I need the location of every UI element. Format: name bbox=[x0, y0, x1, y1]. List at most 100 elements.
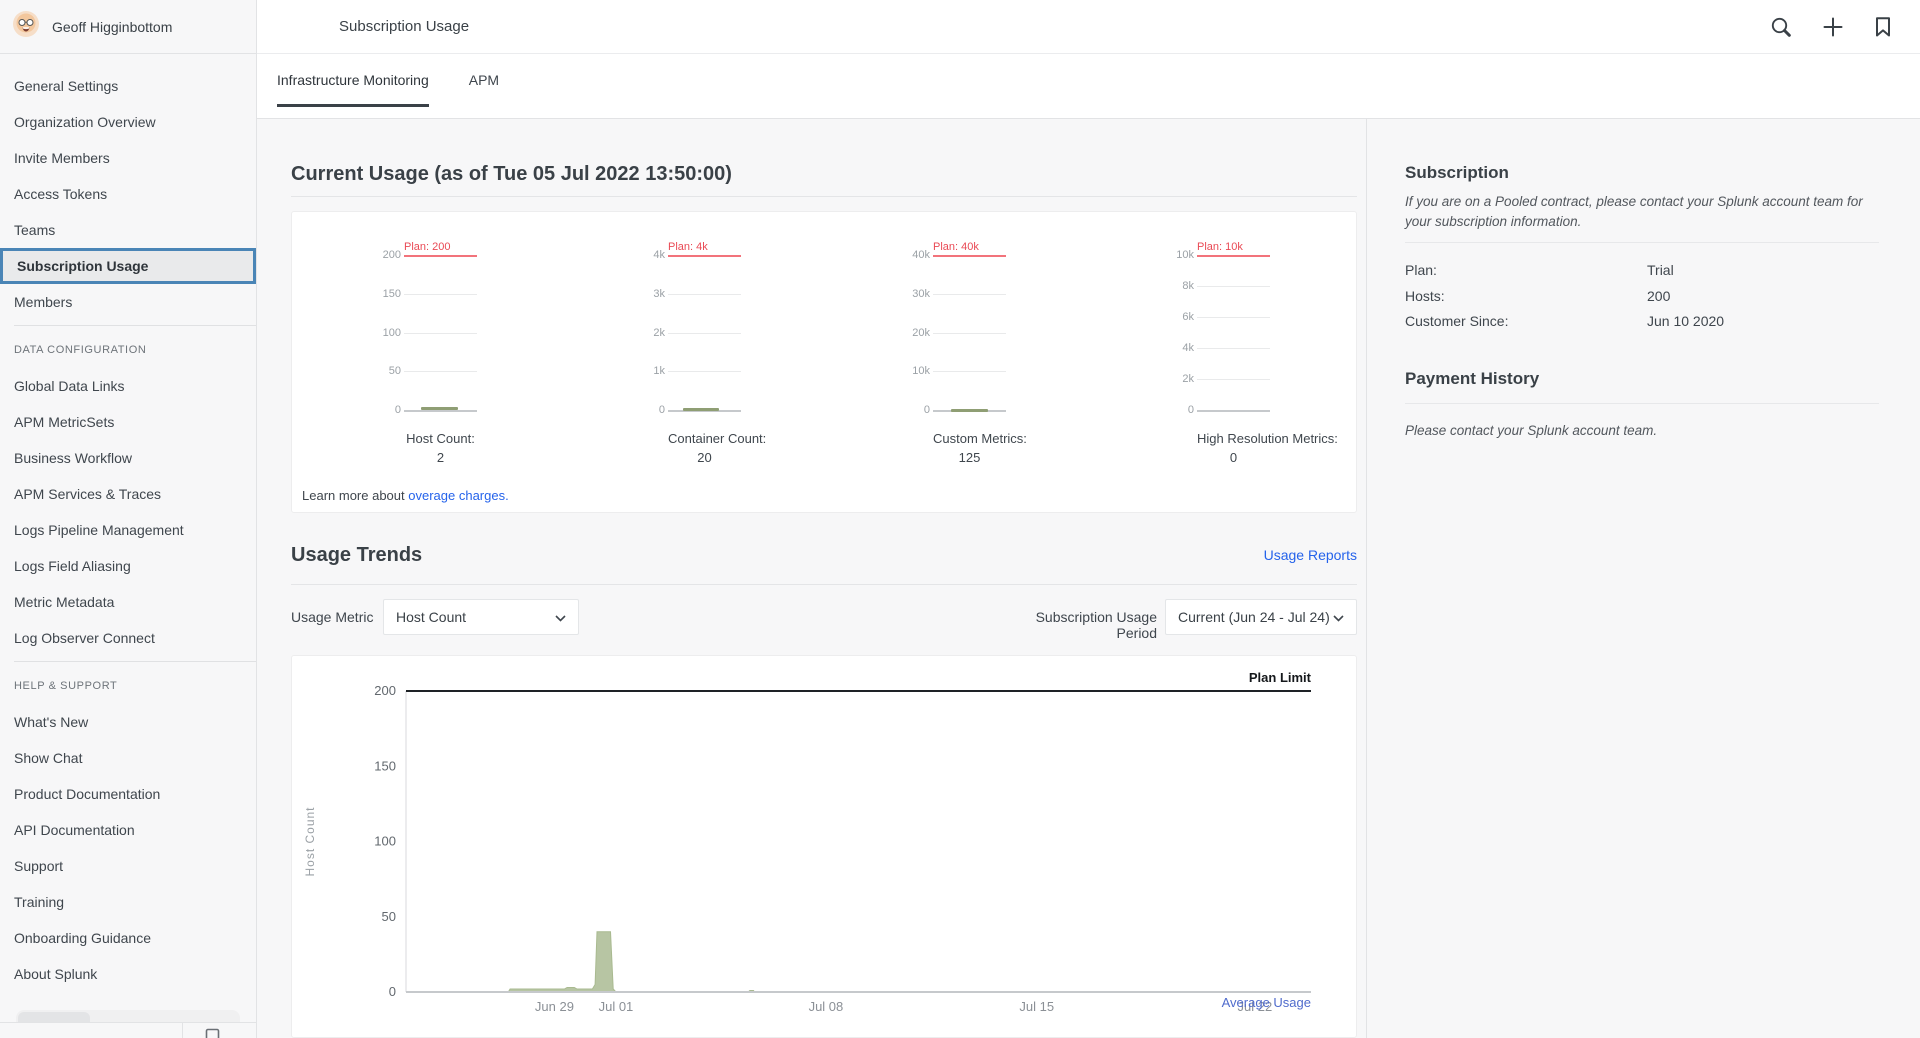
mini-chart-title: Host Count: bbox=[404, 431, 477, 446]
hosts-label: Hosts: bbox=[1405, 288, 1445, 304]
sidebar-item-what-s-new[interactable]: What's New bbox=[0, 704, 256, 740]
usage-sparkline bbox=[951, 409, 988, 412]
gridline bbox=[404, 294, 477, 295]
sidebar-item-members[interactable]: Members bbox=[0, 284, 256, 320]
mini-tick-label: 40k bbox=[890, 248, 930, 262]
sidebar-section-label-help-support: HELP & SUPPORT bbox=[0, 668, 256, 704]
sidebar-item-logs-field-aliasing[interactable]: Logs Field Aliasing bbox=[0, 548, 256, 584]
plan-label: Plan: 4k bbox=[668, 241, 708, 253]
mini-chart-value: 125 bbox=[933, 450, 1006, 465]
chevron-down-icon bbox=[1333, 609, 1344, 625]
mini-tick-label: 10k bbox=[1154, 248, 1194, 262]
usage-sparkline bbox=[683, 408, 720, 411]
mini-tick-label: 2k bbox=[1154, 372, 1194, 386]
y-axis-title: Host Count bbox=[303, 806, 317, 876]
payment-history-note: Please contact your Splunk account team. bbox=[1405, 421, 1657, 441]
main-content: Current Usage (as of Tue 05 Jul 2022 13:… bbox=[257, 119, 1366, 1038]
plan-label: Plan: 40k bbox=[933, 241, 979, 253]
usage-sparkline bbox=[421, 407, 458, 410]
gridline bbox=[668, 371, 741, 372]
usage-period-label: Subscription Usage Period bbox=[992, 609, 1157, 641]
usage-reports-link[interactable]: Usage Reports bbox=[291, 547, 1357, 563]
y-tick-label: 150 bbox=[374, 758, 396, 773]
sidebar-item-global-data-links[interactable]: Global Data Links bbox=[0, 368, 256, 404]
mini-chart-value: 20 bbox=[668, 450, 741, 465]
mini-chart-custom-metrics: Plan: 40k40k30k20k10k0Custom Metrics:125 bbox=[890, 212, 1006, 472]
mini-tick-label: 0 bbox=[625, 403, 665, 417]
header-actions bbox=[1770, 16, 1920, 38]
mini-tick-label: 4k bbox=[1154, 341, 1194, 355]
mini-tick-label: 2k bbox=[625, 326, 665, 340]
usage-metric-label: Usage Metric bbox=[291, 609, 373, 625]
mini-chart-title: Custom Metrics: bbox=[933, 431, 1006, 446]
sidebar-item-apm-services-traces[interactable]: APM Services & Traces bbox=[0, 476, 256, 512]
sidebar-item-support[interactable]: Support bbox=[0, 848, 256, 884]
sidebar-bottom-bar bbox=[0, 1022, 256, 1038]
mini-chart-title: Container Count: bbox=[668, 431, 741, 446]
gridline bbox=[1197, 348, 1270, 349]
sidebar-item-log-observer-connect[interactable]: Log Observer Connect bbox=[0, 620, 256, 656]
overage-charges-link[interactable]: overage charges. bbox=[408, 488, 508, 503]
gridline bbox=[404, 333, 477, 334]
dock-panel-icon[interactable] bbox=[205, 1028, 221, 1038]
x-tick-label: Jul 08 bbox=[809, 999, 844, 1014]
usage-metric-select[interactable]: Host Count bbox=[383, 599, 579, 635]
customer-since-label: Customer Since: bbox=[1405, 313, 1508, 329]
tab-apm[interactable]: APM bbox=[469, 54, 499, 107]
plan-limit-line bbox=[404, 255, 477, 257]
sidebar-item-subscription-usage[interactable]: Subscription Usage bbox=[0, 248, 256, 284]
mini-tick-label: 4k bbox=[625, 248, 665, 262]
mini-chart-title: High Resolution Metrics: bbox=[1197, 431, 1270, 446]
mini-tick-label: 20k bbox=[890, 326, 930, 340]
sidebar-divider bbox=[14, 325, 256, 326]
mini-tick-label: 100 bbox=[361, 326, 401, 340]
sidebar-item-organization-overview[interactable]: Organization Overview bbox=[0, 104, 256, 140]
sidebar-item-access-tokens[interactable]: Access Tokens bbox=[0, 176, 256, 212]
tab-bar: Infrastructure Monitoring APM bbox=[257, 54, 1920, 119]
sidebar-item-about-splunk[interactable]: About Splunk bbox=[0, 956, 256, 992]
bookmark-icon[interactable] bbox=[1874, 16, 1892, 38]
x-tick-label: Jun 29 bbox=[535, 999, 574, 1014]
sidebar-item-product-documentation[interactable]: Product Documentation bbox=[0, 776, 256, 812]
add-icon[interactable] bbox=[1822, 16, 1844, 38]
mini-tick-label: 30k bbox=[890, 287, 930, 301]
chevron-down-icon bbox=[555, 609, 566, 625]
sidebar-item-api-documentation[interactable]: API Documentation bbox=[0, 812, 256, 848]
mini-chart-high-resolution-metrics: Plan: 10k10k8k6k4k2k0High Resolution Met… bbox=[1154, 212, 1270, 472]
hosts-row: Hosts: 200 bbox=[1405, 283, 1879, 309]
gridline bbox=[933, 294, 1006, 295]
sidebar-item-metric-metadata[interactable]: Metric Metadata bbox=[0, 584, 256, 620]
gridline bbox=[668, 294, 741, 295]
user-profile[interactable]: Geoff Higginbottom bbox=[0, 0, 256, 54]
sidebar-item-logs-pipeline-management[interactable]: Logs Pipeline Management bbox=[0, 512, 256, 548]
zero-baseline bbox=[404, 410, 477, 412]
mini-tick-label: 10k bbox=[890, 364, 930, 378]
mini-chart-value: 2 bbox=[404, 450, 477, 465]
sidebar-item-onboarding-guidance[interactable]: Onboarding Guidance bbox=[0, 920, 256, 956]
usage-period-value: Current (Jun 24 - Jul 24) bbox=[1178, 609, 1330, 625]
sidebar-item-apm-metricsets[interactable]: APM MetricSets bbox=[0, 404, 256, 440]
plan-label: Plan: 200 bbox=[404, 241, 450, 253]
search-icon[interactable] bbox=[1770, 16, 1792, 38]
sidebar-item-training[interactable]: Training bbox=[0, 884, 256, 920]
mini-chart-container-count: Plan: 4k4k3k2k1k0Container Count:20 bbox=[625, 212, 741, 472]
tab-infrastructure-monitoring[interactable]: Infrastructure Monitoring bbox=[277, 54, 429, 107]
sidebar-item-general-settings[interactable]: General Settings bbox=[0, 68, 256, 104]
sidebar: Geoff Higginbottom General SettingsOrgan… bbox=[0, 0, 257, 1038]
plan-limit-line bbox=[1197, 255, 1270, 257]
sidebar-item-teams[interactable]: Teams bbox=[0, 212, 256, 248]
x-tick-label: Jul 15 bbox=[1019, 999, 1054, 1014]
sidebar-item-invite-members[interactable]: Invite Members bbox=[0, 140, 256, 176]
x-tick-label: Jul 01 bbox=[599, 999, 634, 1014]
bottom-bar-divider bbox=[182, 1023, 183, 1038]
subscription-panel: Subscription If you are on a Pooled cont… bbox=[1366, 119, 1920, 1038]
sidebar-divider bbox=[14, 661, 256, 662]
usage-period-select[interactable]: Current (Jun 24 - Jul 24) bbox=[1165, 599, 1357, 635]
sidebar-item-show-chat[interactable]: Show Chat bbox=[0, 740, 256, 776]
panel-divider bbox=[1405, 242, 1879, 243]
mini-tick-label: 50 bbox=[361, 364, 401, 378]
usage-trend-chart: Plan Limit200150100500Host CountJun 29Ju… bbox=[292, 656, 1356, 1037]
usage-metric-value: Host Count bbox=[396, 609, 466, 625]
usage-trend-card: Plan Limit200150100500Host CountJun 29Ju… bbox=[291, 655, 1357, 1038]
sidebar-item-business-workflow[interactable]: Business Workflow bbox=[0, 440, 256, 476]
